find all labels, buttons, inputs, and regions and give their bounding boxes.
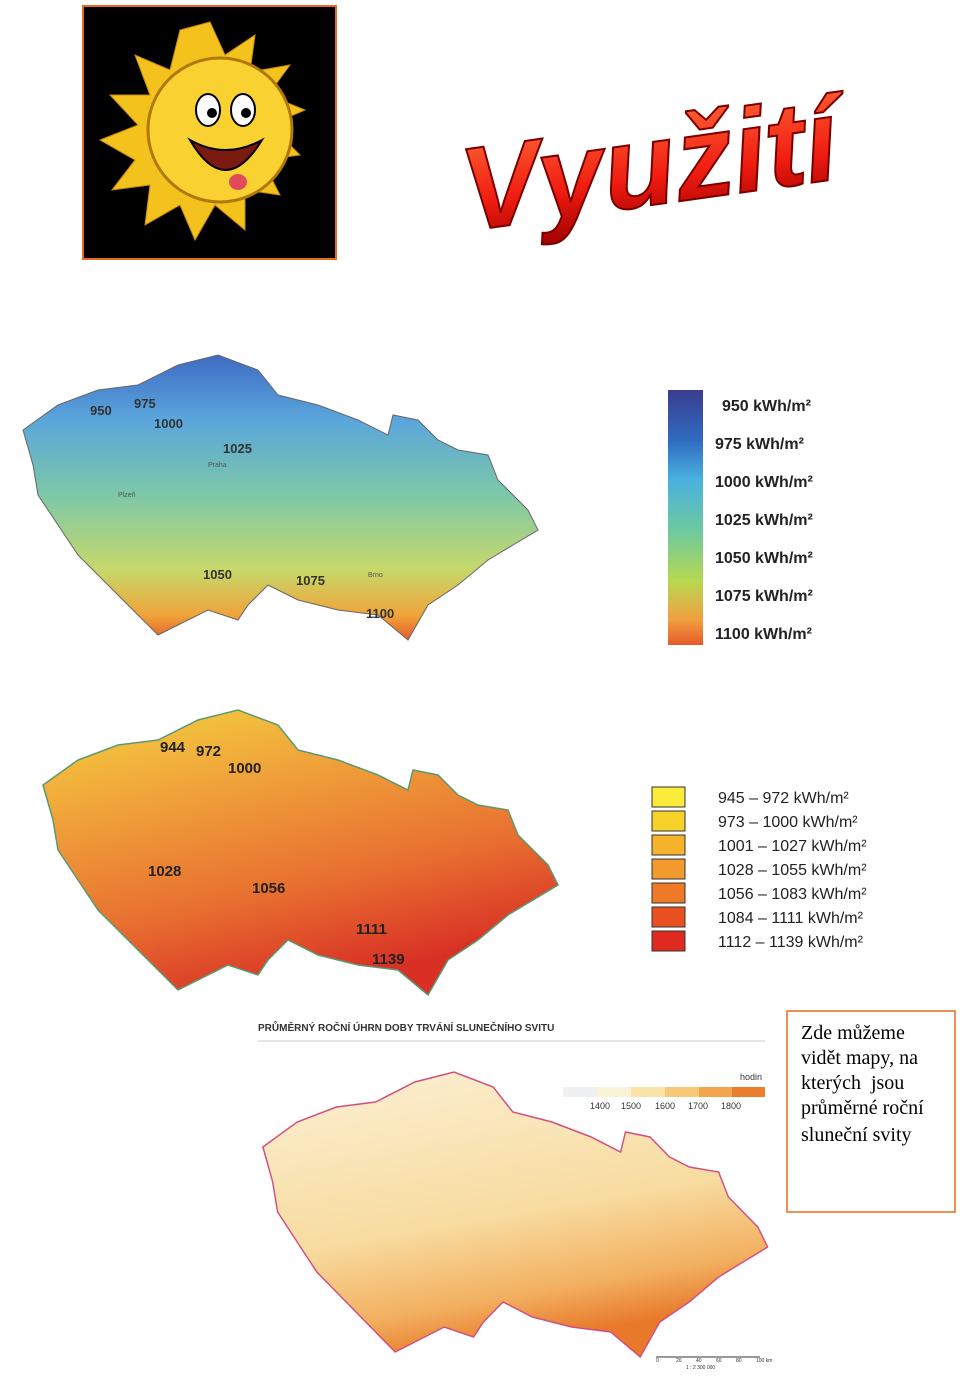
legend-label: 945 – 972 kWh/m² xyxy=(718,790,849,807)
map-label: 1025 xyxy=(223,441,252,456)
map-label: 1050 xyxy=(203,567,232,582)
map-title: PRŮMĚRNÝ ROČNÍ ÚHRN DOBY TRVÁNÍ SLUNEČNÍ… xyxy=(258,1020,554,1034)
map-label: 1111 xyxy=(356,921,387,938)
map-label: 1056 xyxy=(252,880,285,897)
map-irradiation-2: 944 972 1000 1028 1056 1111 1139 xyxy=(42,709,559,996)
legend-3: hodin 1400 1500 1600 1700 1800 xyxy=(563,1072,765,1111)
map-label: 944 xyxy=(160,739,186,756)
legend-label: 1084 – 1111 kWh/m² xyxy=(718,910,864,927)
legend-label: 1112 – 1139 kWh/m² xyxy=(718,934,864,951)
note-line: průměrné roční xyxy=(801,1097,924,1119)
map-label: 1000 xyxy=(228,760,261,777)
scale-bar: 0 20 40 60 80 100 km 1 : 2 300 000 xyxy=(656,1356,772,1371)
scale-label: 100 km xyxy=(756,1358,772,1364)
scale-label: 60 xyxy=(716,1358,722,1364)
map-irradiation-1: 950 975 1000 1025 1050 1075 1100 Praha P… xyxy=(22,354,539,641)
legend-tick: 1600 xyxy=(655,1101,675,1111)
legend-title: hodin xyxy=(740,1072,762,1082)
legend-1: 950 kWh/m² 975 kWh/m² 1000 kWh/m² 1025 k… xyxy=(668,390,813,645)
note-line: kterých jsou xyxy=(801,1072,904,1094)
legend-label: 1025 kWh/m² xyxy=(715,512,813,529)
map-label: 975 xyxy=(134,396,156,411)
page-title: Využití xyxy=(453,72,859,257)
legend-label: 1001 – 1027 kWh/m² xyxy=(718,838,867,855)
legend-label: 1050 kWh/m² xyxy=(715,550,813,567)
legend-label: 1028 – 1055 kWh/m² xyxy=(718,862,867,879)
map-label: 1075 xyxy=(296,573,325,588)
legend-label: 1100 kWh/m² xyxy=(715,626,812,643)
map-label: 1028 xyxy=(148,863,181,880)
legend-label: 950 kWh/m² xyxy=(722,398,811,415)
city-label: Brno xyxy=(368,572,383,579)
legend-label: 1056 – 1083 kWh/m² xyxy=(718,886,867,903)
scale-label: 1 : 2 300 000 xyxy=(686,1365,715,1371)
sun-picture xyxy=(82,5,337,260)
legend-tick: 1500 xyxy=(621,1101,641,1111)
map-label: 1139 xyxy=(372,951,405,968)
scale-label: 40 xyxy=(696,1358,702,1364)
note-line: vidět mapy, na xyxy=(801,1047,918,1069)
note-line: Zde můžeme xyxy=(801,1022,905,1044)
city-label: Praha xyxy=(208,462,227,469)
map-label: 1100 xyxy=(366,606,394,621)
map-label: 1000 xyxy=(154,416,183,431)
note-line: sluneční svity xyxy=(801,1124,912,1146)
legend-label: 1000 kWh/m² xyxy=(715,474,813,491)
scale-label: 20 xyxy=(676,1358,682,1364)
city-label: Plzeň xyxy=(118,492,136,499)
map-label: 972 xyxy=(196,743,221,760)
legend-label: 973 – 1000 kWh/m² xyxy=(718,814,858,831)
legend-tick: 1400 xyxy=(590,1101,610,1111)
scale-label: 80 xyxy=(736,1358,742,1364)
legend-label: 975 kWh/m² xyxy=(715,436,804,453)
legend-2: 945 – 972 kWh/m² 973 – 1000 kWh/m² 1001 … xyxy=(651,786,867,952)
map-label: 950 xyxy=(90,403,112,418)
note-box: Zde můžeme vidět mapy, na kterých jsou p… xyxy=(786,1010,956,1213)
legend-label: 1075 kWh/m² xyxy=(715,588,813,605)
legend-tick: 1700 xyxy=(688,1101,708,1111)
legend-tick: 1800 xyxy=(721,1101,741,1111)
scale-label: 0 xyxy=(656,1358,659,1364)
